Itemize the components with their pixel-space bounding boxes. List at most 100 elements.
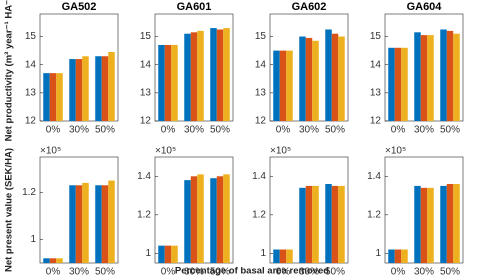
bar <box>82 56 89 121</box>
y-tick-label: 1.2 <box>252 209 266 220</box>
bar <box>388 249 395 263</box>
bar <box>286 249 293 263</box>
bar <box>325 29 332 122</box>
bar <box>401 47 408 121</box>
y-tick-label: 14 <box>255 59 267 70</box>
bar <box>273 50 280 121</box>
bar <box>414 185 421 263</box>
bar <box>453 183 460 263</box>
bar <box>197 174 204 263</box>
bar <box>279 249 287 263</box>
y-tick-label: 1 <box>260 248 266 259</box>
bar <box>75 185 83 263</box>
bar <box>171 245 178 263</box>
bar <box>216 176 224 263</box>
x-tick-label: 0% <box>276 267 291 278</box>
bar <box>331 33 339 121</box>
axis-multiplier: ×10⁵ <box>155 146 176 157</box>
y-axis-label: Net productivity (m³ year⁻¹ HA⁻¹) <box>4 0 15 141</box>
x-tick-label: 30% <box>184 125 204 136</box>
bar <box>101 56 109 121</box>
x-tick-label: 0% <box>46 125 61 136</box>
bar <box>95 56 102 121</box>
x-tick-label: 50% <box>95 125 115 136</box>
y-tick-label: 1 <box>375 248 381 259</box>
y-tick-label: 1.2 <box>137 209 151 220</box>
bar <box>210 178 217 263</box>
x-tick-label: 50% <box>325 125 345 136</box>
y-tick-label: 13 <box>140 87 152 98</box>
x-tick-label: 0% <box>391 267 406 278</box>
bar <box>420 187 428 263</box>
bar <box>223 174 230 263</box>
y-tick-label: 12 <box>140 116 152 127</box>
x-tick-label: 0% <box>161 125 176 136</box>
axis-multiplier: ×10⁵ <box>385 146 406 157</box>
x-tick-label: 30% <box>414 125 434 136</box>
axis-multiplier: ×10⁵ <box>270 146 291 157</box>
x-tick-label: 50% <box>95 267 115 278</box>
bar <box>216 29 224 122</box>
y-tick-label: 15 <box>140 31 152 42</box>
bar <box>401 249 408 263</box>
bar <box>164 245 172 263</box>
bar <box>338 36 345 121</box>
bar <box>394 47 402 121</box>
x-tick-label: 30% <box>414 267 434 278</box>
x-tick-label: 0% <box>161 267 176 278</box>
y-tick-label: 15 <box>370 31 382 42</box>
panel-title: GA502 <box>62 1 97 13</box>
x-tick-label: 50% <box>440 267 460 278</box>
x-tick-label: 30% <box>299 267 319 278</box>
bar <box>190 32 198 122</box>
y-tick-label: 1.4 <box>367 171 381 182</box>
bar <box>158 245 165 263</box>
bar <box>164 44 172 122</box>
x-tick-label: 0% <box>391 125 406 136</box>
bar <box>446 183 454 263</box>
y-tick-label: 1 <box>30 234 36 245</box>
bar <box>108 52 115 122</box>
bar <box>184 180 191 263</box>
x-tick-label: 30% <box>184 267 204 278</box>
bar <box>69 59 76 121</box>
x-axis-label: Percentage of basal area removed <box>175 266 329 277</box>
bar <box>158 44 165 122</box>
bar <box>190 176 198 263</box>
y-tick-label: 14 <box>370 59 382 70</box>
bar <box>446 30 454 121</box>
y-tick-label: 15 <box>255 31 267 42</box>
bar <box>49 73 57 121</box>
bar <box>75 59 83 121</box>
bar <box>325 183 332 263</box>
bar <box>197 30 204 121</box>
x-tick-label: 30% <box>69 267 89 278</box>
panel-title: GA604 <box>407 1 443 13</box>
y-tick-label: 1 <box>145 248 151 259</box>
y-tick-label: 13 <box>25 87 37 98</box>
y-tick-label: 1.4 <box>137 171 151 182</box>
bar <box>69 185 76 263</box>
bar <box>43 258 50 263</box>
x-tick-label: 30% <box>69 125 89 136</box>
bar <box>299 36 306 121</box>
y-tick-label: 12 <box>25 116 37 127</box>
y-axis-label: Net present value (SEK/HA) <box>4 148 15 272</box>
x-tick-label: 0% <box>276 125 291 136</box>
y-tick-label: 12 <box>255 116 267 127</box>
bar <box>440 185 447 263</box>
bar <box>56 73 63 121</box>
x-tick-label: 50% <box>440 125 460 136</box>
x-tick-label: 50% <box>210 125 230 136</box>
y-tick-label: 1.2 <box>22 187 36 198</box>
bar <box>49 258 57 263</box>
bar <box>171 44 178 122</box>
y-tick-label: 14 <box>140 59 152 70</box>
bar <box>279 50 287 121</box>
bar <box>184 33 191 121</box>
y-tick-label: 12 <box>370 116 382 127</box>
y-tick-label: 1.2 <box>367 209 381 220</box>
axis-multiplier: ×10⁵ <box>40 146 61 157</box>
bar <box>305 37 313 121</box>
